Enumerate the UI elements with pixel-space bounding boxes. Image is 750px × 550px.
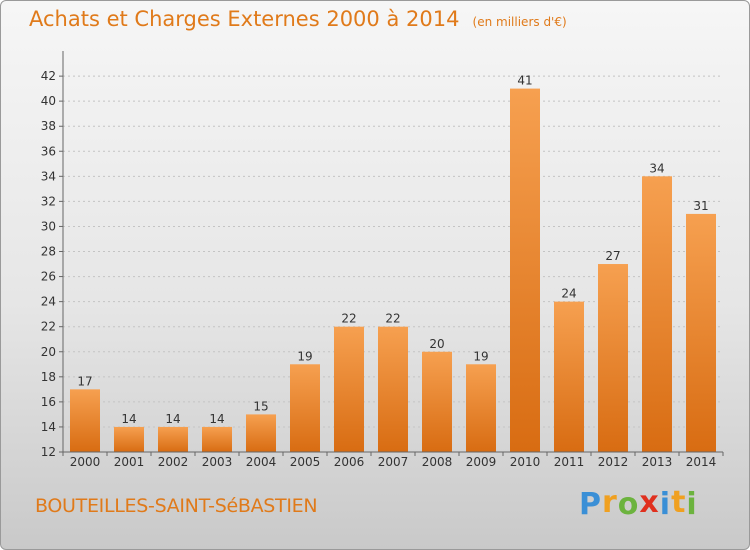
y-tick-label: 18 xyxy=(41,370,56,384)
x-tick-label: 2010 xyxy=(510,455,541,469)
x-tick-label: 2002 xyxy=(158,455,189,469)
chart-title: Achats et Charges Externes 2000 à 2014 xyxy=(29,7,460,31)
x-tick-label: 2007 xyxy=(378,455,409,469)
logo-letter: i xyxy=(659,487,672,522)
bar-2004 xyxy=(246,414,276,452)
bar-value-label: 22 xyxy=(341,312,356,326)
y-tick-label: 34 xyxy=(41,169,56,183)
y-tick-label: 38 xyxy=(41,119,56,133)
y-tick-label: 16 xyxy=(41,395,56,409)
x-tick-label: 2000 xyxy=(70,455,101,469)
chart-title-block: Achats et Charges Externes 2000 à 2014 (… xyxy=(29,7,567,31)
x-tick-label: 2014 xyxy=(686,455,717,469)
bar-value-label: 17 xyxy=(77,374,92,388)
bar-value-label: 20 xyxy=(429,337,444,351)
bar-value-label: 41 xyxy=(517,74,532,88)
bar-2002 xyxy=(158,426,188,452)
logo-letter: o xyxy=(617,487,640,522)
logo-letter: r xyxy=(602,485,618,520)
bar-value-label: 34 xyxy=(649,161,664,175)
y-tick-label: 20 xyxy=(41,345,56,359)
y-tick-label: 40 xyxy=(41,94,56,108)
bar-2005 xyxy=(290,364,320,452)
bar-2011 xyxy=(554,301,584,452)
bar-2000 xyxy=(70,389,100,452)
chart-subtitle: (en milliers d'€) xyxy=(472,15,567,29)
bar-value-label: 27 xyxy=(605,249,620,263)
x-tick-label: 2005 xyxy=(290,455,321,469)
bar-value-label: 19 xyxy=(297,349,312,363)
x-tick-label: 2013 xyxy=(642,455,673,469)
bar-value-label: 14 xyxy=(209,412,224,426)
x-tick-label: 2008 xyxy=(422,455,453,469)
x-tick-label: 2009 xyxy=(466,455,497,469)
bar-2009 xyxy=(466,364,496,452)
bar-2001 xyxy=(114,426,144,452)
y-tick-label: 32 xyxy=(41,194,56,208)
y-tick-label: 24 xyxy=(41,295,56,309)
bar-value-label: 31 xyxy=(693,199,708,213)
y-tick-label: 22 xyxy=(41,320,56,334)
y-tick-label: 26 xyxy=(41,270,56,284)
y-tick-label: 12 xyxy=(41,445,56,459)
bar-value-label: 19 xyxy=(473,349,488,363)
proxiti-logo: Proxiti xyxy=(579,485,698,522)
bar-2013 xyxy=(642,176,672,452)
bar-value-label: 24 xyxy=(561,287,576,301)
bar-value-label: 22 xyxy=(385,312,400,326)
logo-letter: x xyxy=(639,485,660,520)
y-tick-label: 30 xyxy=(41,219,56,233)
y-tick-label: 14 xyxy=(41,420,56,434)
bar-2003 xyxy=(202,426,232,452)
x-tick-label: 2011 xyxy=(554,455,585,469)
y-axis: 12 14 16 18 20 22 24 26 28 30 32 34 36 38 40 42 xyxy=(41,51,64,459)
bar-value-label: 15 xyxy=(253,399,268,413)
x-tick-label: 2006 xyxy=(334,455,365,469)
logo-letter: i xyxy=(686,487,698,522)
x-axis: 2000 2001 2002 2003 2004 2005 2006 2007 2008 2009… xyxy=(62,451,724,469)
bar-2006 xyxy=(334,326,364,452)
y-tick-label: 28 xyxy=(41,245,56,259)
x-tick-label: 2012 xyxy=(598,455,629,469)
y-tick-label: 36 xyxy=(41,144,56,158)
bar-value-label: 14 xyxy=(121,412,136,426)
bar-2012 xyxy=(598,264,628,452)
bar-2007 xyxy=(378,326,408,452)
x-tick-label: 2003 xyxy=(202,455,233,469)
x-tick-label: 2004 xyxy=(246,455,277,469)
logo-letter: P xyxy=(579,487,602,522)
bar-2010 xyxy=(510,88,540,452)
bar-value-label: 14 xyxy=(165,412,180,426)
x-tick-label: 2001 xyxy=(114,455,145,469)
bars: 17 14 14 14 15 19 22 22 20 19 41 24 27 34 31 xyxy=(70,74,716,452)
city-name: BOUTEILLES-SAINT-SéBASTIEN xyxy=(35,495,318,517)
bar-2008 xyxy=(422,351,452,452)
y-tick-label: 42 xyxy=(41,69,56,83)
logo-letter: t xyxy=(671,485,687,520)
bar-2014 xyxy=(686,213,716,452)
